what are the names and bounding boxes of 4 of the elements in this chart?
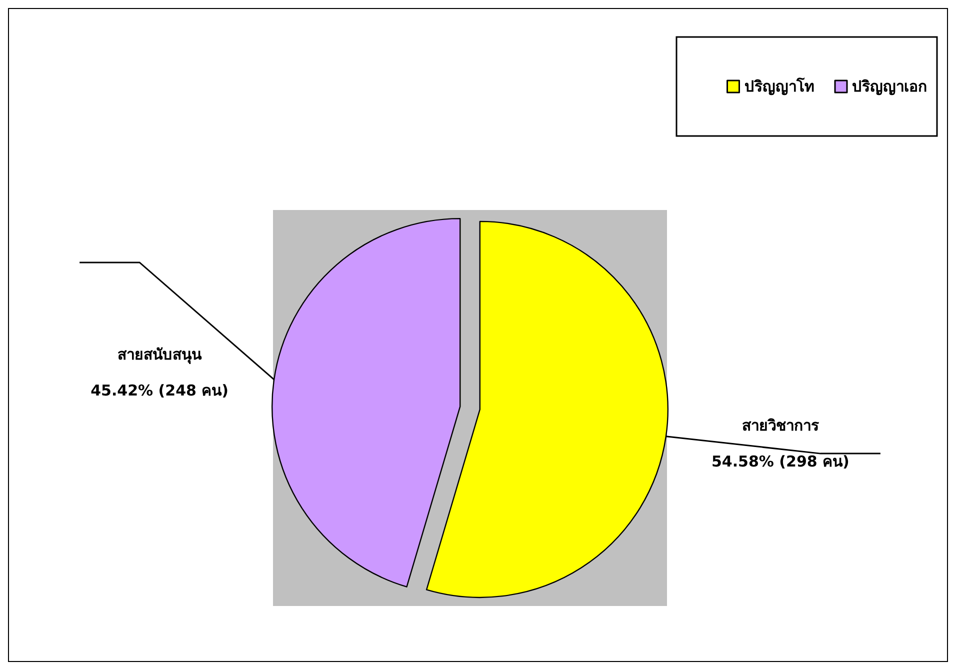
legend-label: ปริญญาโท [744, 76, 814, 96]
legend-label: ปริญญาเอก [852, 78, 927, 96]
text: สายสนับสนุน 45.42% (248 คน) [90, 345, 229, 400]
text: สายวิชาการ 54.58% (298 คน) [711, 416, 850, 471]
